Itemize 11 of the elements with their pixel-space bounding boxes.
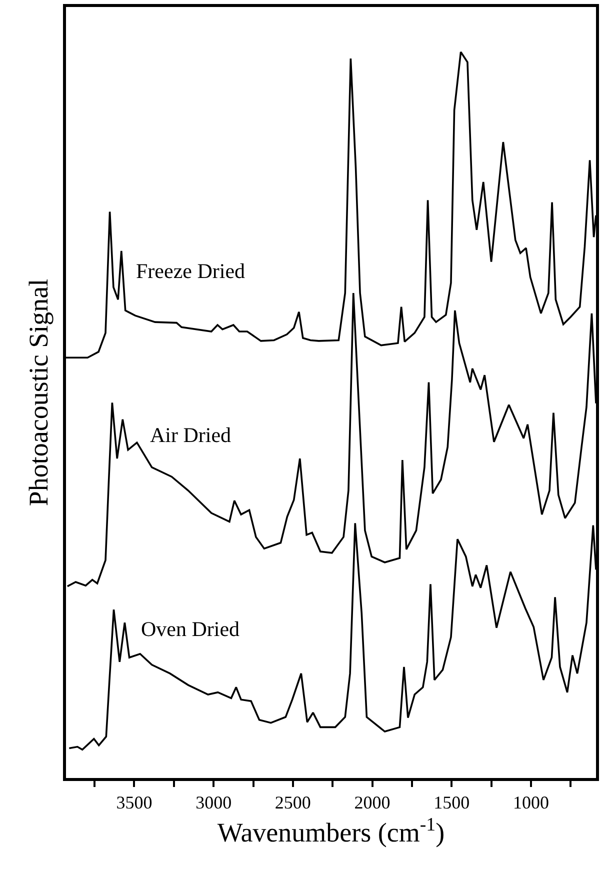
x-tick-label: 3000 bbox=[196, 792, 232, 812]
x-tick-label: 2000 bbox=[354, 792, 390, 812]
x-tick-label: 1000 bbox=[512, 792, 549, 812]
x-tick-label: 3500 bbox=[116, 792, 152, 812]
y-axis-title: Photoacoustic Signal bbox=[23, 278, 54, 506]
x-tick-label: 2500 bbox=[274, 792, 311, 812]
series-label: Air Dried bbox=[150, 423, 232, 447]
series-label: Oven Dried bbox=[141, 617, 240, 641]
series-label: Freeze Dried bbox=[136, 259, 246, 283]
x-axis-title: Wavenumbers (cm$^{-1}$) bbox=[217, 814, 445, 848]
x-tick-label: 1500 bbox=[434, 792, 470, 812]
